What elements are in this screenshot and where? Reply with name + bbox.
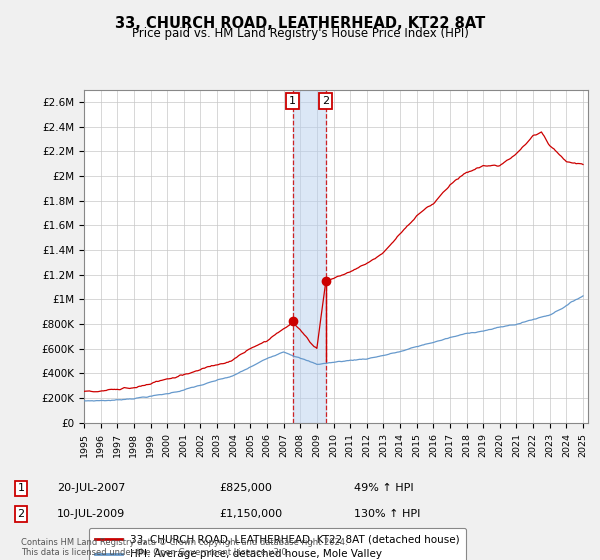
- Text: 2: 2: [322, 96, 329, 106]
- Text: Price paid vs. HM Land Registry's House Price Index (HPI): Price paid vs. HM Land Registry's House …: [131, 27, 469, 40]
- Bar: [293, 90, 326, 423]
- Text: 130% ↑ HPI: 130% ↑ HPI: [354, 509, 421, 519]
- Text: 33, CHURCH ROAD, LEATHERHEAD, KT22 8AT: 33, CHURCH ROAD, LEATHERHEAD, KT22 8AT: [115, 16, 485, 31]
- Text: 2: 2: [17, 509, 25, 519]
- Text: 49% ↑ HPI: 49% ↑ HPI: [354, 483, 413, 493]
- Text: £1,150,000: £1,150,000: [219, 509, 282, 519]
- Text: 1: 1: [289, 96, 296, 106]
- Text: Contains HM Land Registry data © Crown copyright and database right 2024.
This d: Contains HM Land Registry data © Crown c…: [21, 538, 347, 557]
- Text: 10-JUL-2009: 10-JUL-2009: [57, 509, 125, 519]
- Text: £825,000: £825,000: [219, 483, 272, 493]
- Legend: 33, CHURCH ROAD, LEATHERHEAD, KT22 8AT (detached house), HPI: Average price, det: 33, CHURCH ROAD, LEATHERHEAD, KT22 8AT (…: [89, 528, 466, 560]
- Text: 1: 1: [17, 483, 25, 493]
- Text: 20-JUL-2007: 20-JUL-2007: [57, 483, 125, 493]
